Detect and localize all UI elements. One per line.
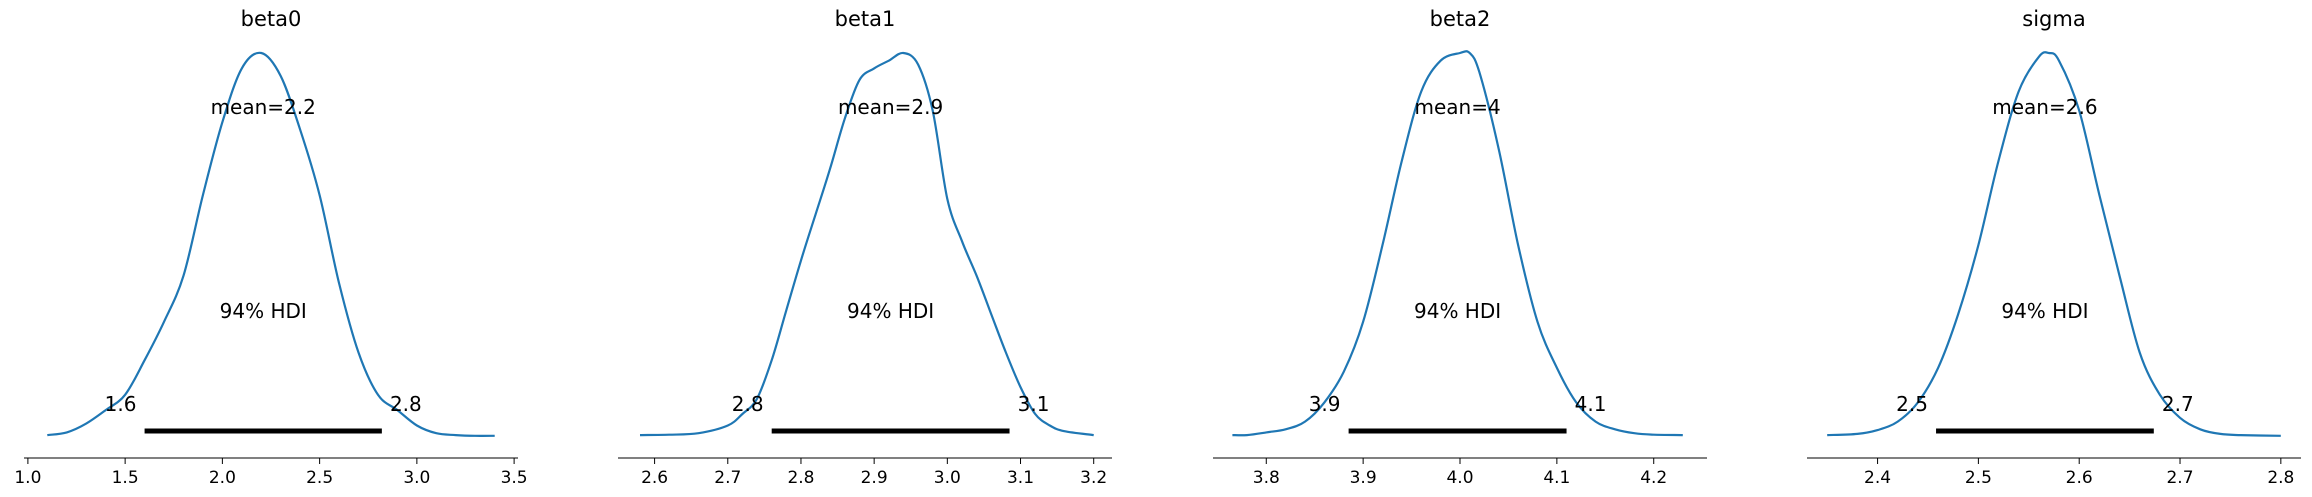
x-tick-label: 4.2 bbox=[1640, 468, 1667, 488]
hdi-low-label: 3.9 bbox=[1309, 392, 1341, 416]
panel-title: beta1 bbox=[835, 7, 896, 31]
hdi-label: 94% HDI bbox=[220, 299, 307, 323]
x-tick-label: 1.0 bbox=[14, 468, 41, 488]
x-tick-label: 2.5 bbox=[1965, 468, 1992, 488]
mean-label: mean=2.6 bbox=[1992, 95, 2097, 119]
x-tick-label: 3.9 bbox=[1350, 468, 1377, 488]
panel-title: sigma bbox=[2022, 7, 2085, 31]
density-curve bbox=[1232, 50, 1683, 437]
x-tick-label: 3.2 bbox=[1080, 468, 1107, 488]
x-tick-label: 2.8 bbox=[787, 468, 814, 488]
x-tick-label: 3.0 bbox=[403, 468, 430, 488]
x-tick-label: 4.0 bbox=[1446, 468, 1473, 488]
x-tick-label: 3.1 bbox=[1007, 468, 1034, 488]
x-tick-label: 2.6 bbox=[2066, 468, 2093, 488]
hdi-low-label: 2.5 bbox=[1896, 392, 1928, 416]
x-tick-label: 1.5 bbox=[112, 468, 139, 488]
x-tick-label: 2.7 bbox=[714, 468, 741, 488]
hdi-high-label: 2.8 bbox=[390, 392, 422, 416]
mean-label: mean=4 bbox=[1414, 95, 1500, 119]
x-tick-label: 2.4 bbox=[1864, 468, 1891, 488]
x-tick-label: 4.1 bbox=[1543, 468, 1570, 488]
mean-label: mean=2.9 bbox=[838, 95, 943, 119]
hdi-high-label: 4.1 bbox=[1575, 392, 1607, 416]
x-tick-label: 2.9 bbox=[861, 468, 888, 488]
panel-title: beta2 bbox=[1430, 7, 1491, 31]
x-tick-label: 3.0 bbox=[934, 468, 961, 488]
density-curve bbox=[639, 51, 1094, 437]
hdi-low-label: 1.6 bbox=[105, 392, 137, 416]
hdi-high-label: 3.1 bbox=[1018, 392, 1050, 416]
density-curve bbox=[47, 51, 495, 437]
x-tick-label: 2.0 bbox=[209, 468, 236, 488]
x-tick-label: 2.6 bbox=[641, 468, 668, 488]
x-tick-label: 2.5 bbox=[306, 468, 333, 488]
hdi-label: 94% HDI bbox=[847, 299, 934, 323]
x-tick-label: 2.8 bbox=[2267, 468, 2294, 488]
hdi-label: 94% HDI bbox=[2001, 299, 2088, 323]
panel-title: beta0 bbox=[241, 7, 302, 31]
x-tick-label: 2.7 bbox=[2166, 468, 2193, 488]
hdi-low-label: 2.8 bbox=[732, 392, 764, 416]
x-tick-label: 3.8 bbox=[1253, 468, 1280, 488]
hdi-label: 94% HDI bbox=[1414, 299, 1501, 323]
mean-label: mean=2.2 bbox=[211, 95, 316, 119]
x-tick-label: 3.5 bbox=[501, 468, 528, 488]
hdi-high-label: 2.7 bbox=[2162, 392, 2194, 416]
density-curve bbox=[1827, 51, 2281, 437]
